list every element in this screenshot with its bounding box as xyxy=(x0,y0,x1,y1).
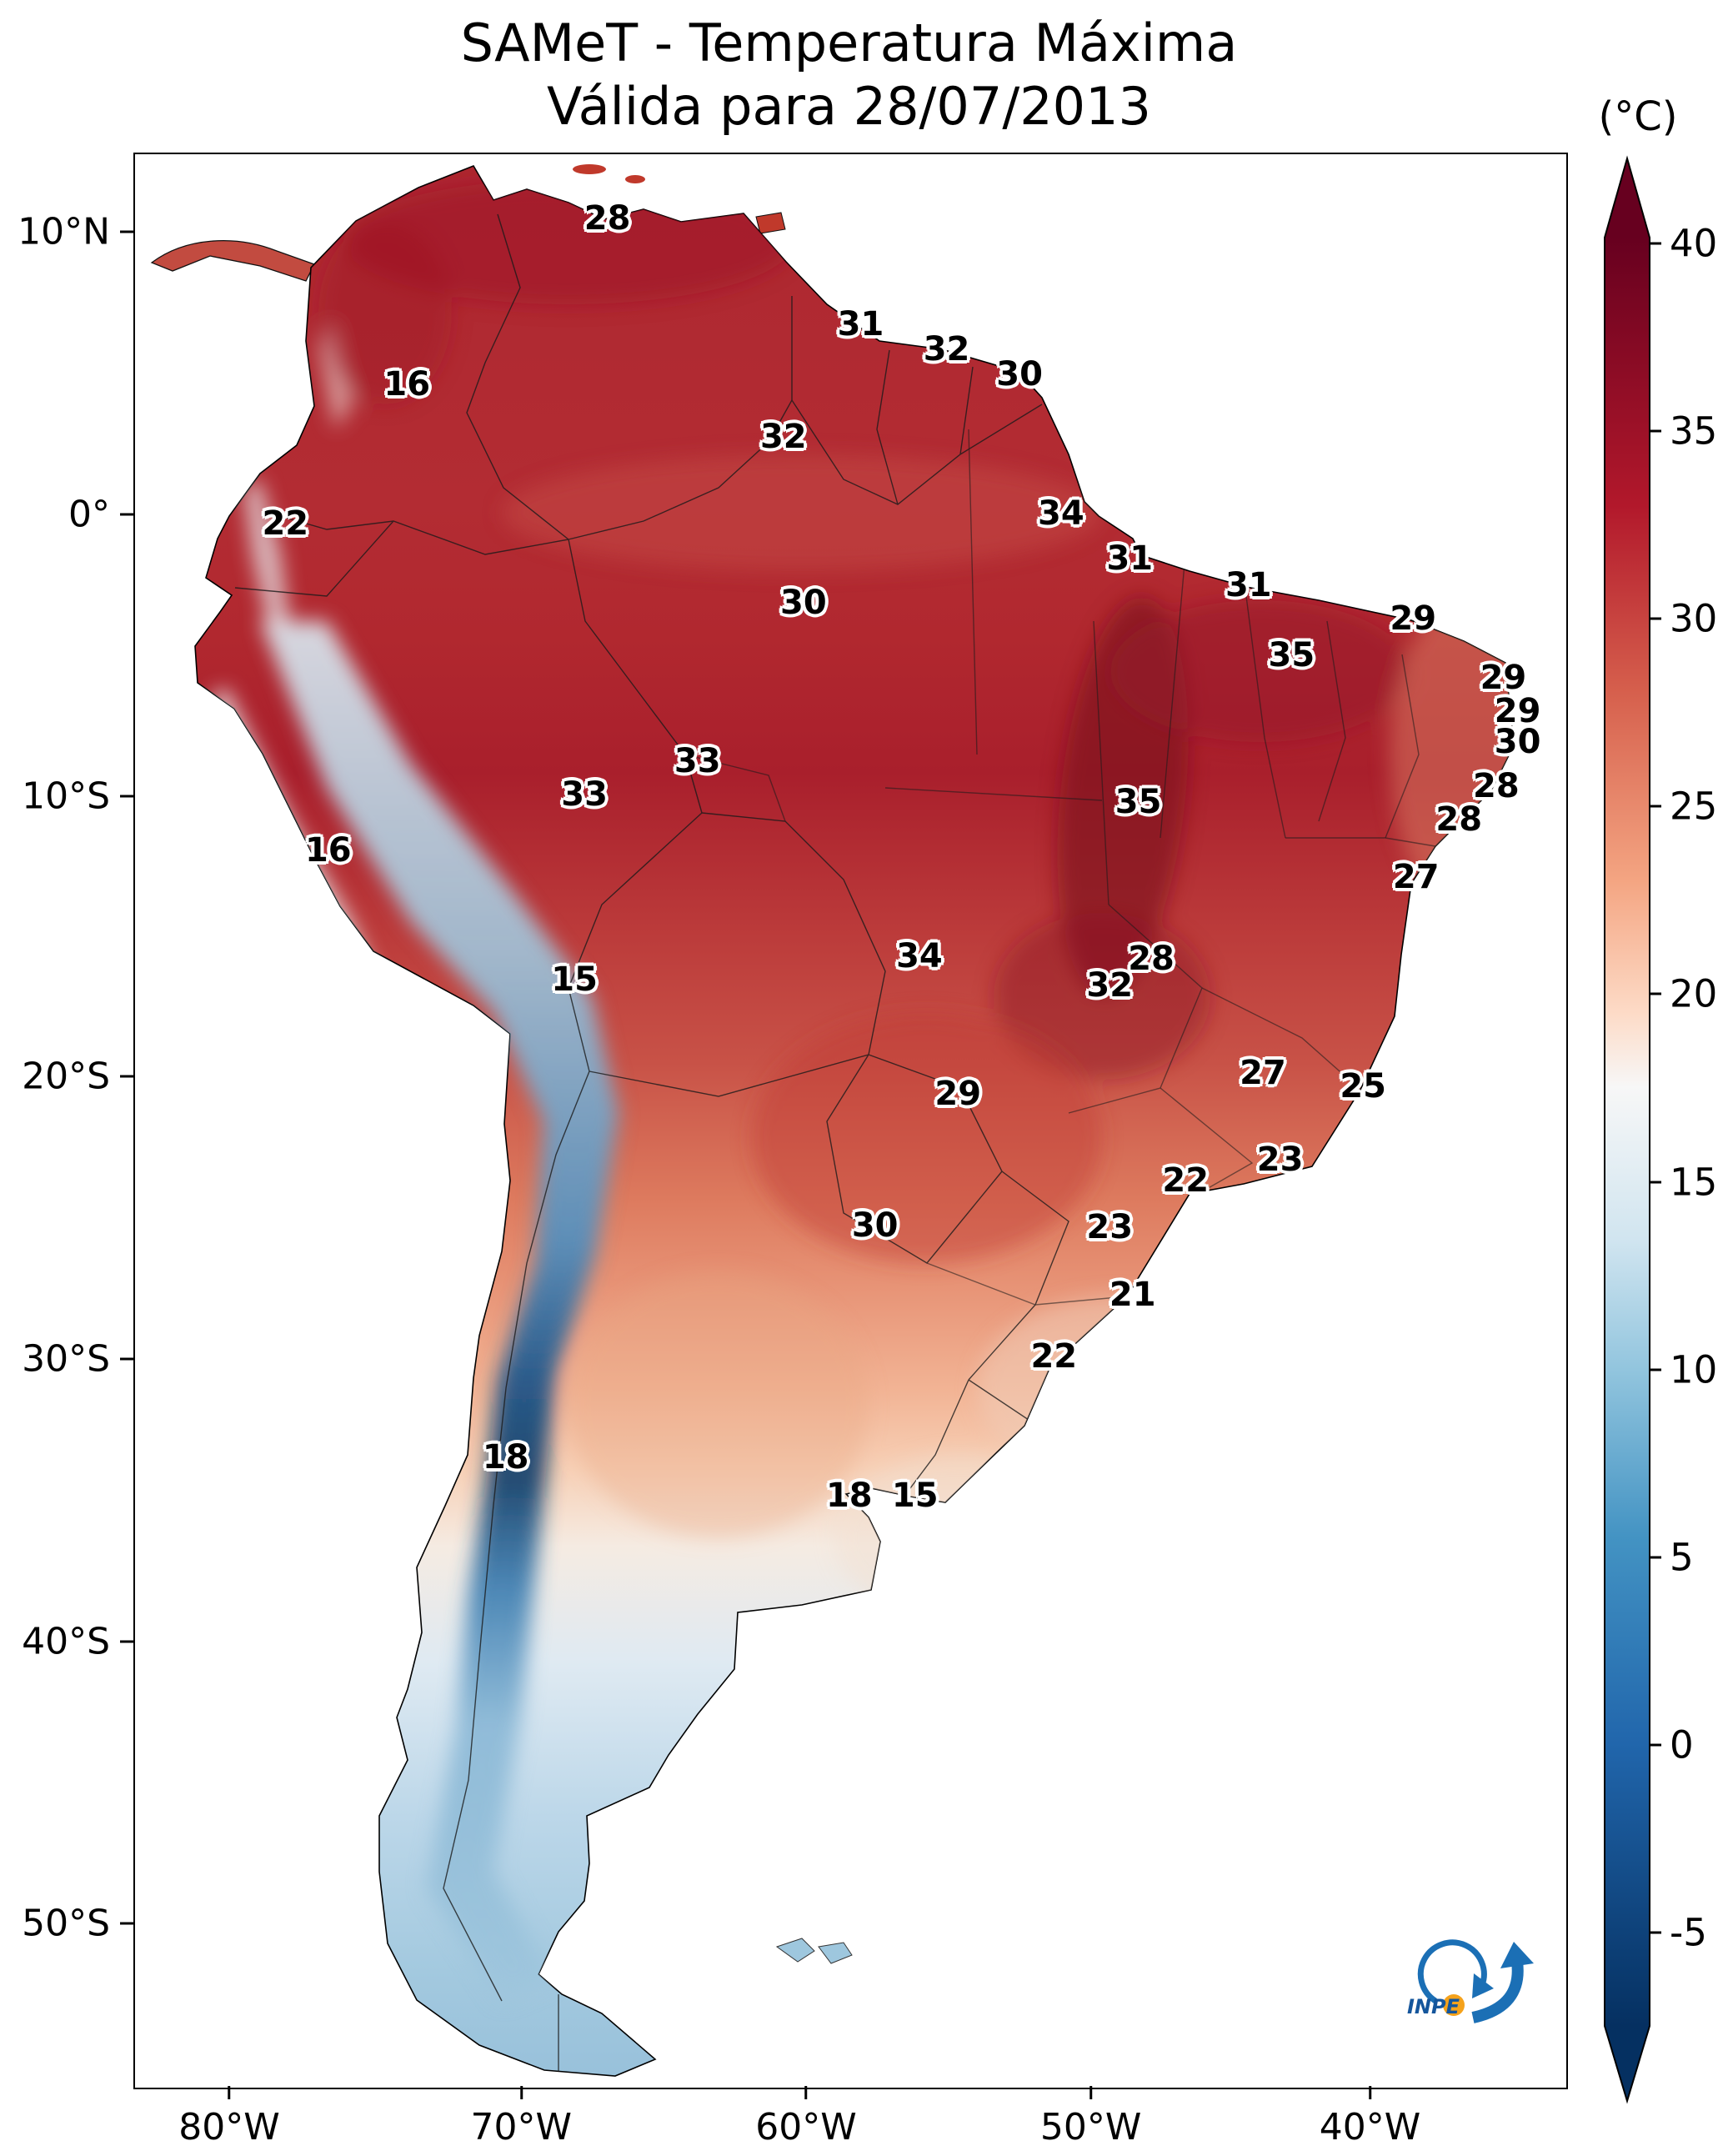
colorbar-unit-label: (°C) xyxy=(1598,93,1678,140)
tick-mark xyxy=(120,1922,133,1925)
lon-tick: 50°W xyxy=(1039,2086,1142,2148)
lat-tick-label: 50°S xyxy=(22,1902,110,1945)
colorbar-under-triangle xyxy=(1605,2026,1650,2101)
lat-tick-label: 40°S xyxy=(22,1620,110,1663)
lon-tick-label: 80°W xyxy=(178,2106,280,2148)
falkland-islands xyxy=(775,1938,815,1963)
tick-mark xyxy=(1650,805,1661,808)
colorbar-tick: 40 xyxy=(1650,222,1717,266)
lat-axis: 10°N 0° 10°S 20°S 30°S 40°S 50°S xyxy=(0,153,133,2086)
colorbar-tick-label: 10 xyxy=(1670,1347,1718,1392)
panama-landmass xyxy=(150,240,315,282)
colorbar-tick-label: 35 xyxy=(1670,409,1718,454)
inpe-swirl-arrowhead xyxy=(1472,1973,1494,1998)
lat-tick: 10°N xyxy=(18,211,133,253)
lat-tick-label: 10°N xyxy=(18,210,110,253)
lon-tick-label: 70°W xyxy=(470,2106,573,2148)
tick-mark xyxy=(120,1640,133,1643)
caribbean-island xyxy=(573,164,606,174)
lat-tick-label: 10°S xyxy=(22,775,110,818)
lon-tick: 80°W xyxy=(178,2086,280,2148)
map-frame: INPE 28 31 32 30 16 32 34 22 31 31 30 29 35 29 29 30 33 2… xyxy=(133,153,1568,2089)
tick-mark xyxy=(120,513,133,516)
inpe-arrow-icon xyxy=(1471,1961,1524,2023)
colorbar-tick-label: -5 xyxy=(1670,1910,1707,1955)
colorbar-tick: 5 xyxy=(1650,1535,1694,1579)
tick-mark xyxy=(120,230,133,233)
lon-tick: 40°W xyxy=(1319,2086,1421,2148)
colorbar-tick: 30 xyxy=(1650,597,1717,641)
colorbar-tick-label: 15 xyxy=(1670,1160,1718,1204)
lat-tick: 50°S xyxy=(22,1903,133,1945)
tick-mark xyxy=(1089,2086,1093,2099)
lat-tick-label: 20°S xyxy=(22,1055,110,1098)
lat-tick: 10°S xyxy=(22,775,133,818)
inpe-swirl-icon xyxy=(1417,1939,1487,2003)
trinidad-island xyxy=(755,212,786,234)
inpe-logo: INPE xyxy=(1407,1939,1534,2023)
tick-mark xyxy=(1650,1931,1661,1934)
lat-tick-label: 30°S xyxy=(22,1337,110,1381)
figure-title: SAMeT - Temperatura Máxima Válida para 2… xyxy=(133,12,1565,138)
tick-mark xyxy=(1650,242,1661,245)
tick-mark xyxy=(1650,429,1661,433)
tick-mark xyxy=(804,2086,808,2099)
figure-title-line1: SAMeT - Temperatura Máxima xyxy=(460,13,1238,73)
tick-mark xyxy=(120,1075,133,1078)
colorbar-outline xyxy=(1604,155,1650,2104)
colorbar-tick-label: 40 xyxy=(1670,221,1718,266)
colorbar-tick-label: 30 xyxy=(1670,596,1718,641)
colorbar-tick: 25 xyxy=(1650,785,1717,829)
colorbar-over-triangle xyxy=(1605,158,1650,238)
tick-mark xyxy=(120,1357,133,1361)
colorbar: 40 35 30 25 20 15 10 5 0 -5 xyxy=(1587,142,1723,2143)
tick-mark xyxy=(1650,1181,1661,1183)
tick-mark xyxy=(120,795,133,798)
colorbar-tick: 35 xyxy=(1650,409,1717,454)
inpe-arrow-head xyxy=(1500,1942,1534,1968)
colorbar-svg xyxy=(1604,155,1650,2104)
lat-tick: 30°S xyxy=(22,1338,133,1381)
inpe-orange-dot xyxy=(1443,1994,1465,2016)
tick-mark xyxy=(519,2086,523,2099)
lon-tick: 70°W xyxy=(470,2086,573,2148)
lon-tick-label: 60°W xyxy=(755,2106,857,2148)
tick-mark xyxy=(1650,1743,1661,1747)
lon-tick: 60°W xyxy=(755,2086,857,2148)
falkland-islands xyxy=(818,1942,853,1964)
tick-mark xyxy=(1650,617,1661,620)
andes-cold-band xyxy=(260,621,619,2001)
caribbean-island xyxy=(625,175,645,183)
tick-mark xyxy=(228,2086,231,2099)
figure-title-line2: Válida para 28/07/2013 xyxy=(547,75,1151,137)
colorbar-tick-label: 5 xyxy=(1670,1535,1694,1580)
colorbar-gradient xyxy=(1605,238,1650,2026)
lat-tick: 0° xyxy=(68,493,133,535)
colorbar-tick: 15 xyxy=(1650,1160,1717,1204)
tick-mark xyxy=(1650,992,1661,995)
colorbar-tick-label: 0 xyxy=(1670,1722,1694,1767)
lon-tick-label: 40°W xyxy=(1319,2106,1421,2148)
lon-tick-label: 50°W xyxy=(1039,2106,1142,2148)
tick-mark xyxy=(1650,1556,1661,1559)
lat-tick-label: 0° xyxy=(68,493,110,536)
inpe-logo-text: INPE xyxy=(1407,1995,1460,2018)
lat-tick: 40°S xyxy=(22,1620,133,1662)
colorbar-tick: -5 xyxy=(1650,1910,1707,1954)
colorbar-tick: 0 xyxy=(1650,1722,1694,1767)
colorbar-tick: 20 xyxy=(1650,972,1717,1016)
tick-mark xyxy=(1368,2086,1371,2099)
colorbar-tick: 10 xyxy=(1650,1347,1717,1391)
lon-axis: 80°W 70°W 60°W 50°W 40°W xyxy=(133,2086,1565,2156)
colorbar-tick-label: 25 xyxy=(1670,784,1718,829)
lat-tick: 20°S xyxy=(22,1055,133,1098)
tick-mark xyxy=(1650,1368,1661,1371)
map-svg: INPE xyxy=(150,164,1534,2077)
colorbar-tick-label: 20 xyxy=(1670,971,1718,1016)
